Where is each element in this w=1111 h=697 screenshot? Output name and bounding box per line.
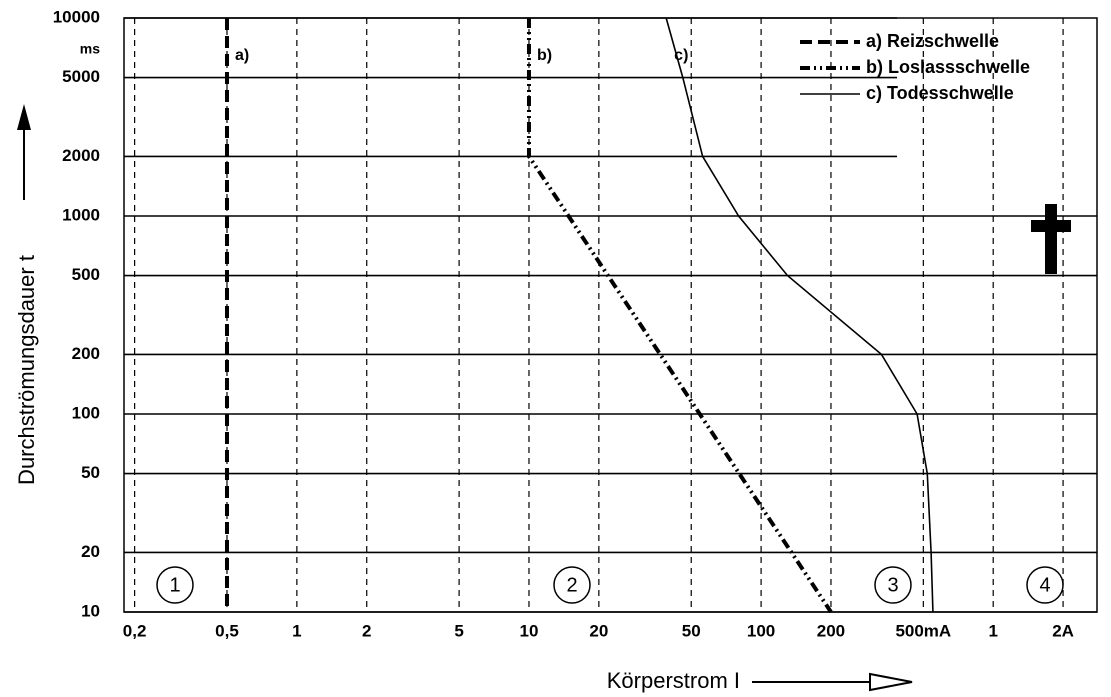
- plot-frame: [124, 18, 1097, 612]
- x-tick-label: 2A: [1052, 621, 1074, 640]
- line-tag: c): [674, 47, 688, 64]
- y-tick-label: 50: [81, 463, 100, 482]
- x-tick-label: 1: [292, 621, 301, 640]
- x-tick-label: 20: [589, 621, 608, 640]
- series-line: [666, 18, 933, 612]
- y-arrow-head: [17, 104, 31, 130]
- y-tick-label: 1000: [62, 205, 100, 224]
- line-tag: a): [235, 47, 249, 64]
- x-tick-label: 100: [747, 621, 775, 640]
- line-tag: b): [537, 47, 552, 64]
- region-label: 4: [1039, 574, 1050, 596]
- x-tick-label: 0,5: [215, 621, 239, 640]
- x-tick-label: 10: [520, 621, 539, 640]
- region-label: 1: [169, 574, 180, 596]
- x-tick-label: 500mA: [895, 621, 951, 640]
- y-tick-label: 20: [81, 542, 100, 561]
- y-axis-label: Durchströmungsdauer t: [14, 255, 39, 485]
- legend-label: b) Loslassschwelle: [866, 57, 1030, 77]
- y-tick-label: 2000: [62, 146, 100, 165]
- y-tick-label: 100: [72, 403, 100, 422]
- x-tick-label: 5: [454, 621, 463, 640]
- legend-label: c) Todesschwelle: [866, 83, 1014, 103]
- y-tick-label: 500: [72, 265, 100, 284]
- cross-icon: [1031, 204, 1071, 274]
- x-tick-label: 200: [817, 621, 845, 640]
- legend-label: a) Reizschwelle: [866, 31, 999, 51]
- region-label: 3: [887, 574, 898, 596]
- y-tick-label: 10000: [53, 7, 100, 26]
- x-tick-label: 50: [682, 621, 701, 640]
- chart: Körperstrom I Durchströmungsdauer t ms 1…: [0, 0, 1111, 697]
- region-label: 2: [566, 574, 577, 596]
- series-line: [529, 18, 831, 612]
- x-tick-label: 2: [362, 621, 371, 640]
- x-tick-label: 0,2: [123, 621, 147, 640]
- y-tick-label: 200: [72, 344, 100, 363]
- y-tick-label: 10: [81, 601, 100, 620]
- x-arrow-head: [870, 674, 912, 690]
- x-axis-label: Körperstrom I: [607, 668, 740, 693]
- y-tick-label: 5000: [62, 67, 100, 86]
- x-tick-label: 1: [988, 621, 997, 640]
- y-unit: ms: [80, 41, 100, 57]
